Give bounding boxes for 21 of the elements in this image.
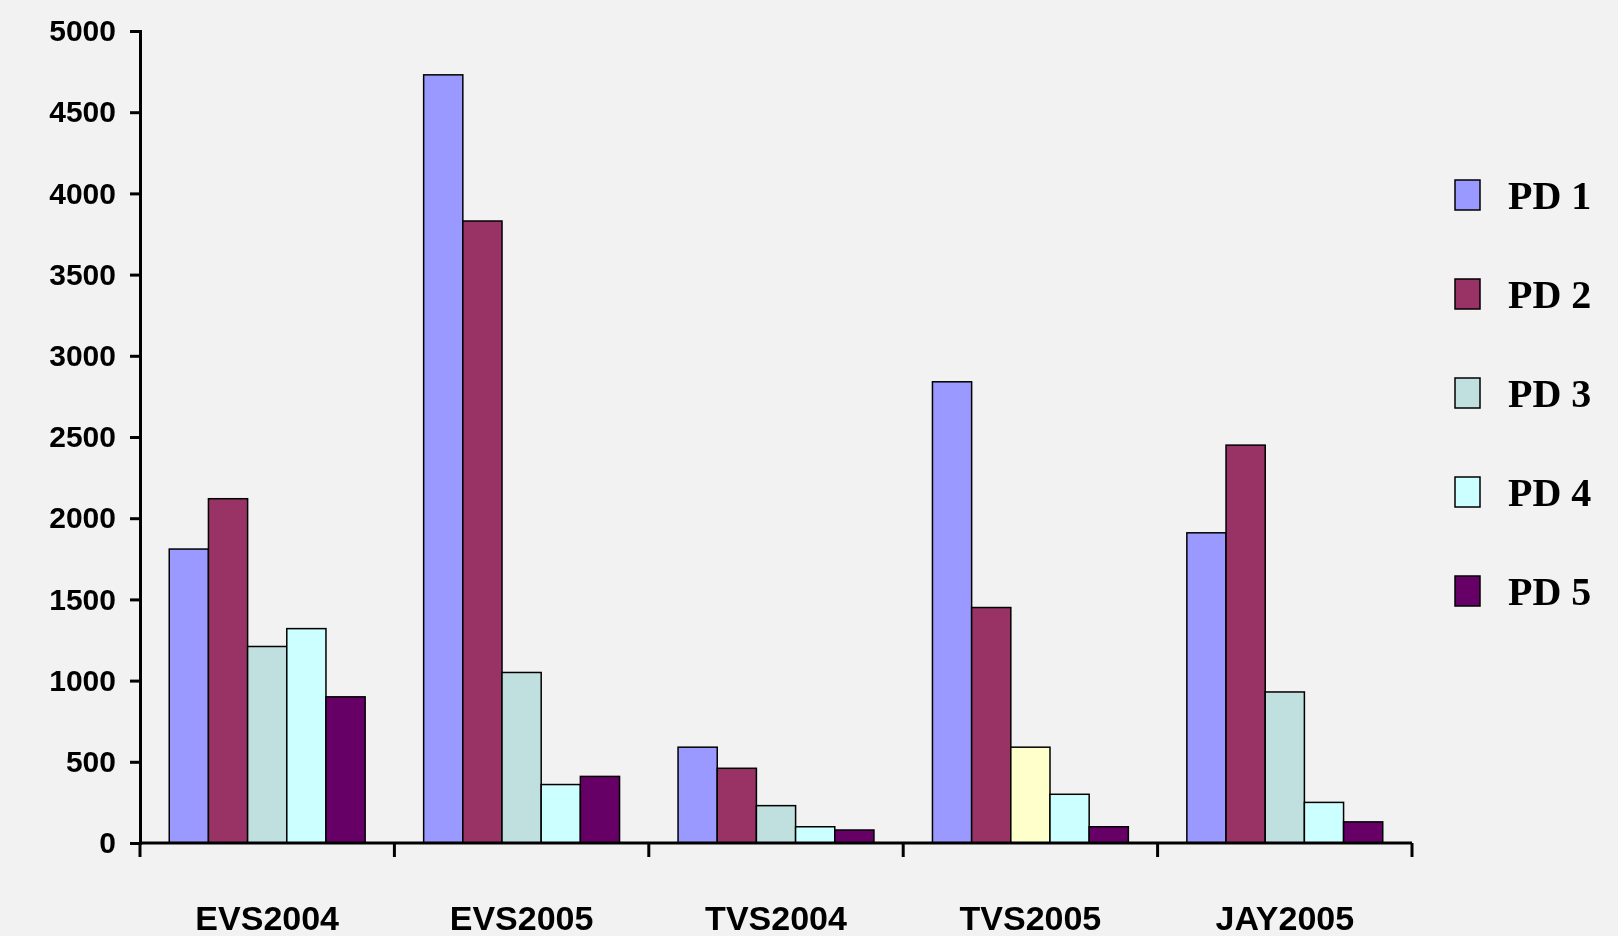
y-tick-label: 500	[65, 744, 116, 778]
legend-label: PD 4	[1508, 470, 1592, 515]
y-tick-label: 4000	[49, 176, 116, 210]
legend-label: PD 2	[1508, 272, 1592, 317]
y-tick-label: 5000	[49, 14, 116, 48]
legend-label: PD 1	[1508, 173, 1592, 218]
y-tick-label: 0	[99, 826, 116, 860]
y-tick-label: 3000	[49, 338, 116, 372]
y-tick-label: 2500	[49, 420, 116, 454]
y-tick-label: 2000	[49, 501, 116, 535]
x-tick-label: JAY2005	[1215, 899, 1355, 936]
x-tick-label: TVS2005	[959, 899, 1102, 936]
y-tick-label: 1500	[49, 582, 116, 616]
legend-label: PD 3	[1508, 371, 1592, 416]
x-tick-label: TVS2004	[705, 899, 847, 936]
y-tick-label: 1000	[49, 663, 116, 697]
y-tick-label: 4500	[49, 95, 116, 129]
x-tick-label: EVS2004	[195, 899, 340, 936]
y-tick-label: 3500	[49, 257, 116, 291]
x-tick-label: EVS2005	[449, 899, 594, 936]
legend-label: PD 5	[1508, 569, 1592, 614]
